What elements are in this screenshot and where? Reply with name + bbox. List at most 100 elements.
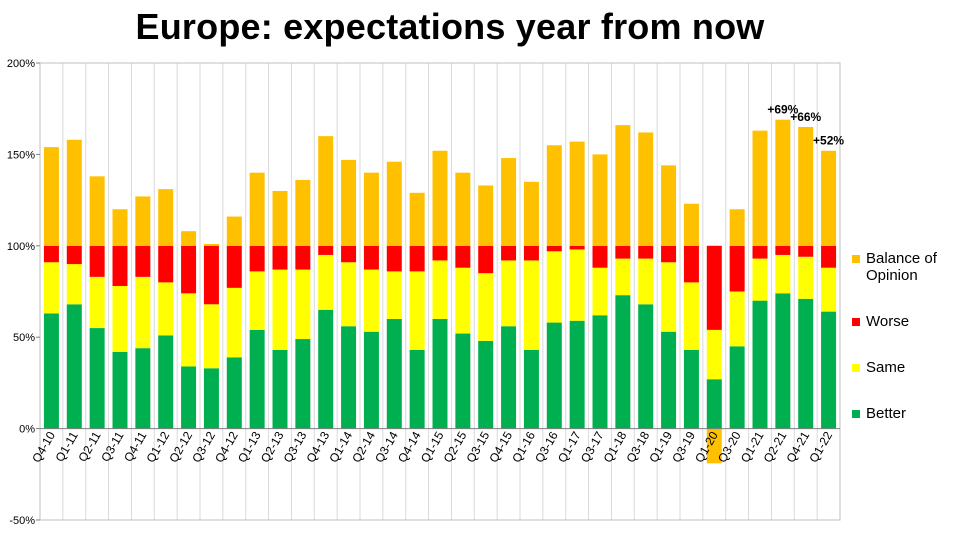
y-tick-label: 150% (7, 149, 35, 161)
bar-same-q4-12 (226, 287, 242, 358)
chart-legend: Balance of Opinion Worse Same Better (852, 250, 980, 451)
bar-same-q3-12 (203, 304, 219, 369)
bar-better-q2-14 (363, 331, 379, 429)
bar-better-q1-15 (432, 318, 448, 429)
bar-same-q2-15 (455, 267, 471, 334)
legend-label-worse: Worse (866, 313, 910, 330)
bar-better-q1-14 (341, 326, 357, 429)
bar-worse-q1-16 (523, 245, 539, 261)
bar-same-q2-11 (89, 276, 105, 329)
bar-balance-of-opinion-q1-14 (341, 159, 357, 246)
bar-worse-q1-14 (341, 245, 357, 263)
bar-better-q2-13 (272, 349, 288, 429)
bar-balance-of-opinion-q3-18 (638, 132, 654, 246)
bar-better-q4-13 (318, 309, 334, 429)
legend-swatch-same (852, 364, 860, 372)
bar-better-q3-19 (683, 349, 699, 429)
annotation-label: +52% (813, 134, 844, 148)
bar-same-q3-20 (729, 291, 745, 347)
bar-better-q2-11 (89, 328, 105, 429)
bar-worse-q3-11 (112, 245, 128, 287)
bar-better-q3-13 (295, 339, 311, 429)
bar-same-q3-11 (112, 286, 128, 352)
bar-better-q3-12 (203, 368, 219, 429)
bar-balance-of-opinion-q3-15 (478, 185, 494, 246)
bar-same-q1-16 (523, 260, 539, 350)
bar-better-q3-11 (112, 351, 128, 429)
bar-worse-q3-20 (729, 245, 745, 292)
bar-worse-q2-21 (775, 245, 791, 255)
bar-worse-q2-12 (181, 245, 197, 294)
bar-same-q1-12 (158, 282, 174, 336)
bar-worse-q1-11 (66, 245, 82, 265)
bar-worse-q2-14 (363, 245, 379, 270)
bar-balance-of-opinion-q1-16 (523, 181, 539, 246)
bar-balance-of-opinion-q4-12 (226, 216, 242, 246)
bar-balance-of-opinion-q1-11 (66, 139, 82, 246)
bar-same-q1-22 (821, 267, 837, 312)
bar-better-q2-15 (455, 333, 471, 429)
bar-better-q4-15 (501, 326, 517, 429)
bar-worse-q4-13 (318, 245, 334, 255)
bar-worse-q2-13 (272, 245, 288, 270)
bar-better-q1-18 (615, 295, 631, 429)
bar-worse-q3-18 (638, 245, 654, 259)
bar-same-q4-14 (409, 271, 425, 350)
bar-same-q1-15 (432, 260, 448, 319)
bar-worse-q1-19 (661, 245, 677, 263)
y-tick-label: 0% (19, 424, 35, 436)
bar-balance-of-opinion-q2-21 (775, 119, 791, 246)
bar-balance-of-opinion-q2-11 (89, 176, 105, 246)
bar-balance-of-opinion-q4-10 (43, 147, 59, 246)
bar-worse-q4-11 (135, 245, 151, 277)
bar-better-q1-17 (569, 320, 585, 429)
legend-swatch-better (852, 410, 860, 418)
legend-label-balance: Balance of Opinion (866, 250, 937, 284)
bar-balance-of-opinion-q3-17 (592, 154, 608, 246)
bar-better-q1-21 (752, 300, 768, 429)
bar-balance-of-opinion-q3-12 (203, 243, 219, 246)
bar-balance-of-opinion-q1-17 (569, 141, 585, 246)
bar-same-q1-17 (569, 249, 585, 321)
bar-same-q3-19 (683, 282, 699, 350)
bar-balance-of-opinion-q1-13 (249, 172, 265, 246)
bar-balance-of-opinion-q1-12 (158, 189, 174, 246)
legend-item-same: Same (852, 359, 980, 376)
bar-worse-q3-19 (683, 245, 699, 283)
bar-better-q3-17 (592, 315, 608, 429)
bar-worse-q3-12 (203, 245, 219, 305)
bar-same-q1-19 (661, 262, 677, 332)
bar-same-q2-14 (363, 269, 379, 332)
bar-better-q1-19 (661, 331, 677, 429)
bar-balance-of-opinion-q1-21 (752, 130, 768, 246)
bar-same-q3-14 (386, 271, 402, 319)
bar-same-q3-18 (638, 258, 654, 305)
bar-same-q4-13 (318, 254, 334, 310)
bar-worse-q4-10 (43, 245, 59, 263)
legend-label-same: Same (866, 359, 906, 376)
bar-better-q3-20 (729, 346, 745, 429)
bar-balance-of-opinion-q1-18 (615, 125, 631, 246)
bar-balance-of-opinion-q2-15 (455, 172, 471, 246)
bar-worse-q2-11 (89, 245, 105, 277)
y-tick-label: -50% (9, 515, 35, 527)
bar-better-q3-18 (638, 304, 654, 429)
annotation-label: +69% (767, 103, 798, 117)
legend-item-better: Better (852, 405, 980, 422)
bar-worse-q2-15 (455, 245, 471, 268)
bar-worse-q3-16 (546, 245, 562, 252)
bar-worse-q3-14 (386, 245, 402, 272)
legend-swatch-balance (852, 255, 860, 263)
bar-worse-q3-17 (592, 245, 608, 268)
plot-frame (39, 62, 841, 521)
bar-same-q4-11 (135, 276, 151, 349)
chart-title: Europe: expectations year from now (135, 6, 765, 47)
bar-same-q4-15 (501, 260, 517, 327)
legend-item-balance: Balance of Opinion (852, 250, 980, 284)
bar-balance-of-opinion-q1-20 (706, 428, 722, 464)
bar-better-q4-12 (226, 357, 242, 429)
legend-swatch-worse (852, 318, 860, 326)
bar-better-q4-10 (43, 313, 59, 429)
bar-same-q1-14 (341, 262, 357, 327)
bar-worse-q1-20 (706, 245, 722, 330)
